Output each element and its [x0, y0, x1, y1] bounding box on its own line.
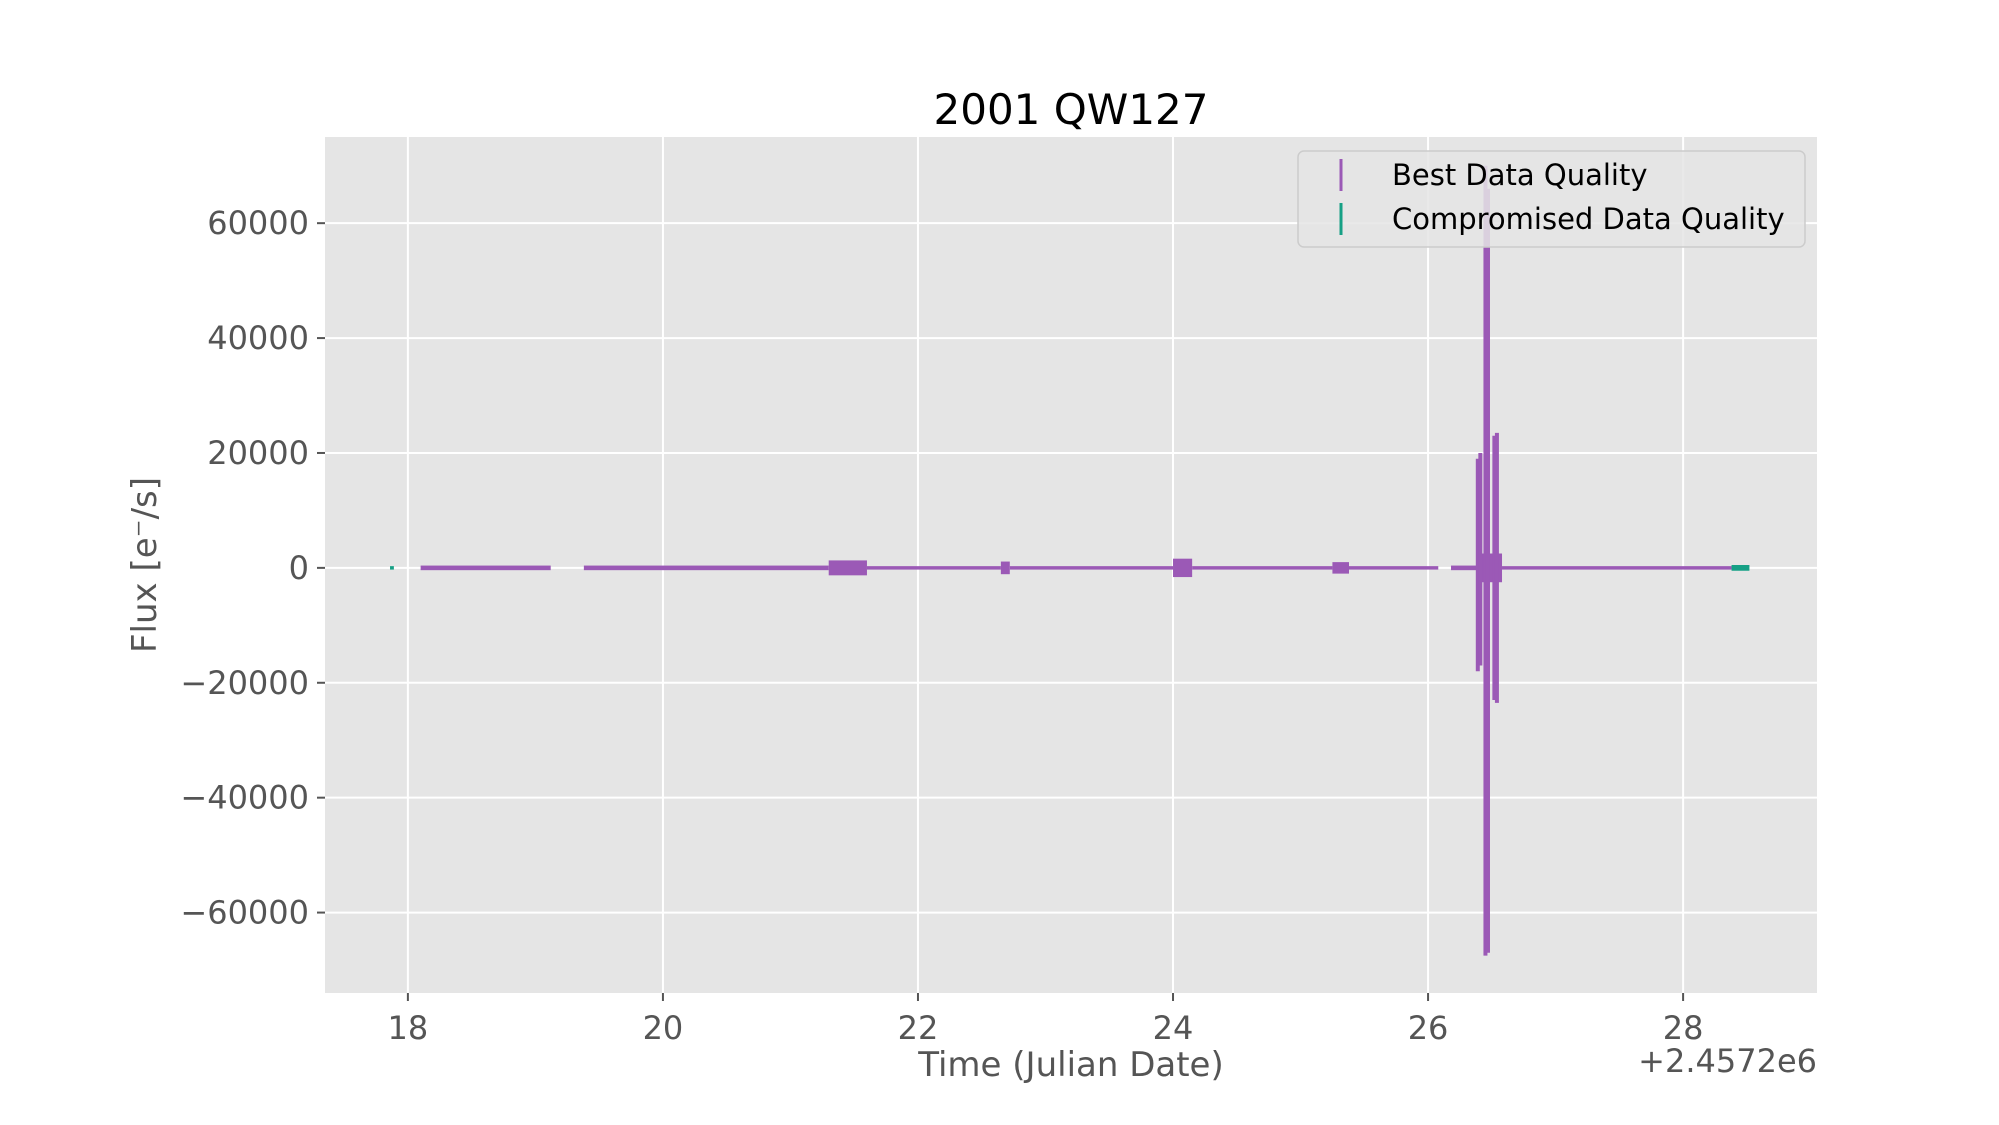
data-segment — [1173, 558, 1193, 578]
data-segment — [1009, 566, 1174, 570]
data-segment — [390, 566, 394, 570]
data-segment — [1731, 565, 1750, 571]
data-segment — [1192, 566, 1333, 570]
x-axis-ticks: 18 20 22 24 26 28 — [388, 993, 1704, 1047]
legend: Best Data Quality Compromised Data Quali… — [1297, 150, 1806, 248]
series-1 — [390, 565, 1750, 571]
x-axis-offset-label: +2.4572e6 — [1638, 1042, 1817, 1080]
data-segment — [583, 565, 829, 571]
y-tick-label: 40000 — [207, 319, 309, 357]
y-tick-label: −60000 — [180, 894, 309, 932]
data-layer — [390, 165, 1750, 956]
y-tick-label: −20000 — [180, 664, 309, 702]
legend-box — [1297, 150, 1806, 248]
y-axis-ticks: 60000 40000 20000 0 −20000 −40000 −60000 — [180, 204, 325, 932]
x-tick-label: 22 — [898, 1009, 939, 1047]
x-tick-label: 18 — [388, 1009, 429, 1047]
y-tick-label: 0 — [289, 549, 309, 587]
x-tick-label: 28 — [1663, 1009, 1704, 1047]
y-tick-label: 60000 — [207, 204, 309, 242]
plot-area — [325, 137, 1817, 993]
x-tick-label: 26 — [1408, 1009, 1449, 1047]
data-segment — [1502, 566, 1732, 570]
data-segment — [1332, 562, 1349, 574]
legend-label-compromised: Compromised Data Quality — [1392, 202, 1785, 236]
data-segment — [1451, 565, 1477, 571]
data-segment — [866, 566, 1001, 570]
data-segment — [1348, 566, 1439, 570]
chart-title: 2001 QW127 — [934, 85, 1209, 134]
series-0 — [420, 165, 1732, 956]
y-tick-label: 20000 — [207, 434, 309, 472]
data-segment — [420, 565, 551, 571]
data-segment — [828, 560, 867, 576]
x-tick-label: 24 — [1153, 1009, 1194, 1047]
y-tick-label: −40000 — [180, 779, 309, 817]
y-axis-label: Flux [e⁻/s] — [125, 477, 165, 653]
legend-label-best: Best Data Quality — [1392, 158, 1648, 192]
data-segment — [1000, 561, 1010, 575]
x-tick-label: 20 — [643, 1009, 684, 1047]
x-axis-label: Time (Julian Date) — [917, 1045, 1223, 1085]
